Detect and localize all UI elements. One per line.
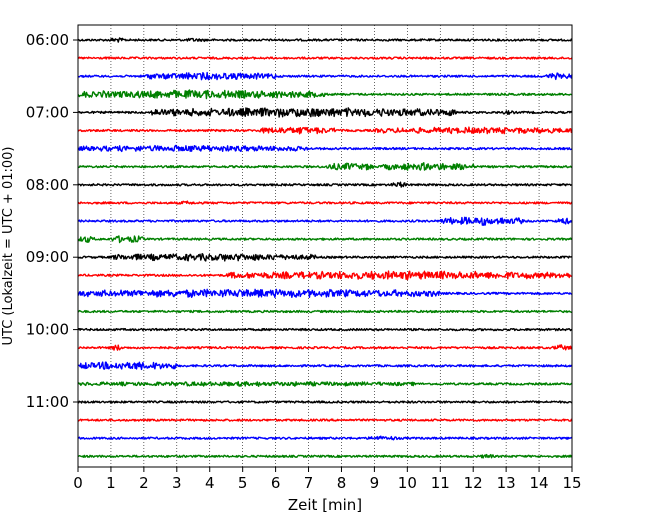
trace-0930 bbox=[77, 288, 573, 299]
y-axis-label: UTC (Lokalzeit = UTC + 01:00) bbox=[1, 147, 16, 346]
trace-1015 bbox=[77, 344, 573, 351]
trace-1145 bbox=[77, 453, 573, 459]
trace-1115 bbox=[77, 418, 573, 422]
trace-0645 bbox=[77, 89, 573, 100]
trace-0915 bbox=[77, 270, 573, 281]
y-tick-label: 06:00 bbox=[26, 31, 69, 49]
trace-1000 bbox=[77, 327, 573, 332]
seismic-traces bbox=[77, 37, 573, 459]
x-tick-label: 11 bbox=[431, 474, 450, 492]
x-tick-label: 12 bbox=[464, 474, 483, 492]
y-tick-label: 09:00 bbox=[26, 248, 69, 266]
trace-0830 bbox=[77, 216, 573, 226]
x-tick-label: 5 bbox=[238, 474, 248, 492]
trace-0845 bbox=[77, 235, 573, 244]
trace-0745 bbox=[77, 162, 573, 171]
trace-1030 bbox=[77, 361, 573, 371]
x-axis-ticks: 0 1 2 3 4 5 6 7 8 9 10 11 12 13 14 15 bbox=[73, 467, 582, 492]
trace-0900 bbox=[77, 252, 573, 262]
trace-0700 bbox=[77, 107, 573, 118]
x-axis-label: Zeit [min] bbox=[288, 496, 362, 514]
x-tick-label: 2 bbox=[139, 474, 149, 492]
trace-0630 bbox=[77, 71, 573, 81]
plot-frame bbox=[77, 24, 573, 468]
y-tick-label: 10:00 bbox=[26, 321, 69, 339]
y-tick-label: 07:00 bbox=[26, 103, 69, 121]
x-tick-label: 9 bbox=[370, 474, 380, 492]
trace-1045 bbox=[77, 381, 573, 387]
x-tick-label: 14 bbox=[530, 474, 549, 492]
y-tick-label: 11:00 bbox=[26, 393, 69, 411]
x-tick-label: 6 bbox=[271, 474, 281, 492]
y-tick-label: 08:00 bbox=[26, 176, 69, 194]
x-tick-label: 1 bbox=[106, 474, 116, 492]
x-tick-label: 10 bbox=[398, 474, 417, 492]
y-axis-ticks: 06:00 07:00 08:00 09:00 10:00 11:00 bbox=[26, 31, 78, 411]
x-tick-label: 0 bbox=[73, 474, 83, 492]
x-tick-label: 3 bbox=[172, 474, 182, 492]
trace-0600 bbox=[77, 37, 573, 43]
x-tick-label: 4 bbox=[205, 474, 215, 492]
trace-0945 bbox=[78, 309, 573, 314]
trace-0815 bbox=[77, 200, 573, 205]
x-tick-label: 7 bbox=[304, 474, 314, 492]
trace-0615 bbox=[77, 56, 573, 60]
trace-0730 bbox=[77, 144, 573, 153]
x-tick-label: 13 bbox=[497, 474, 516, 492]
trace-0715 bbox=[77, 126, 573, 135]
trace-0800 bbox=[77, 181, 573, 188]
trace-1130 bbox=[77, 435, 573, 441]
x-tick-label: 15 bbox=[562, 474, 581, 492]
trace-1100 bbox=[77, 400, 573, 404]
x-tick-label: 8 bbox=[337, 474, 347, 492]
